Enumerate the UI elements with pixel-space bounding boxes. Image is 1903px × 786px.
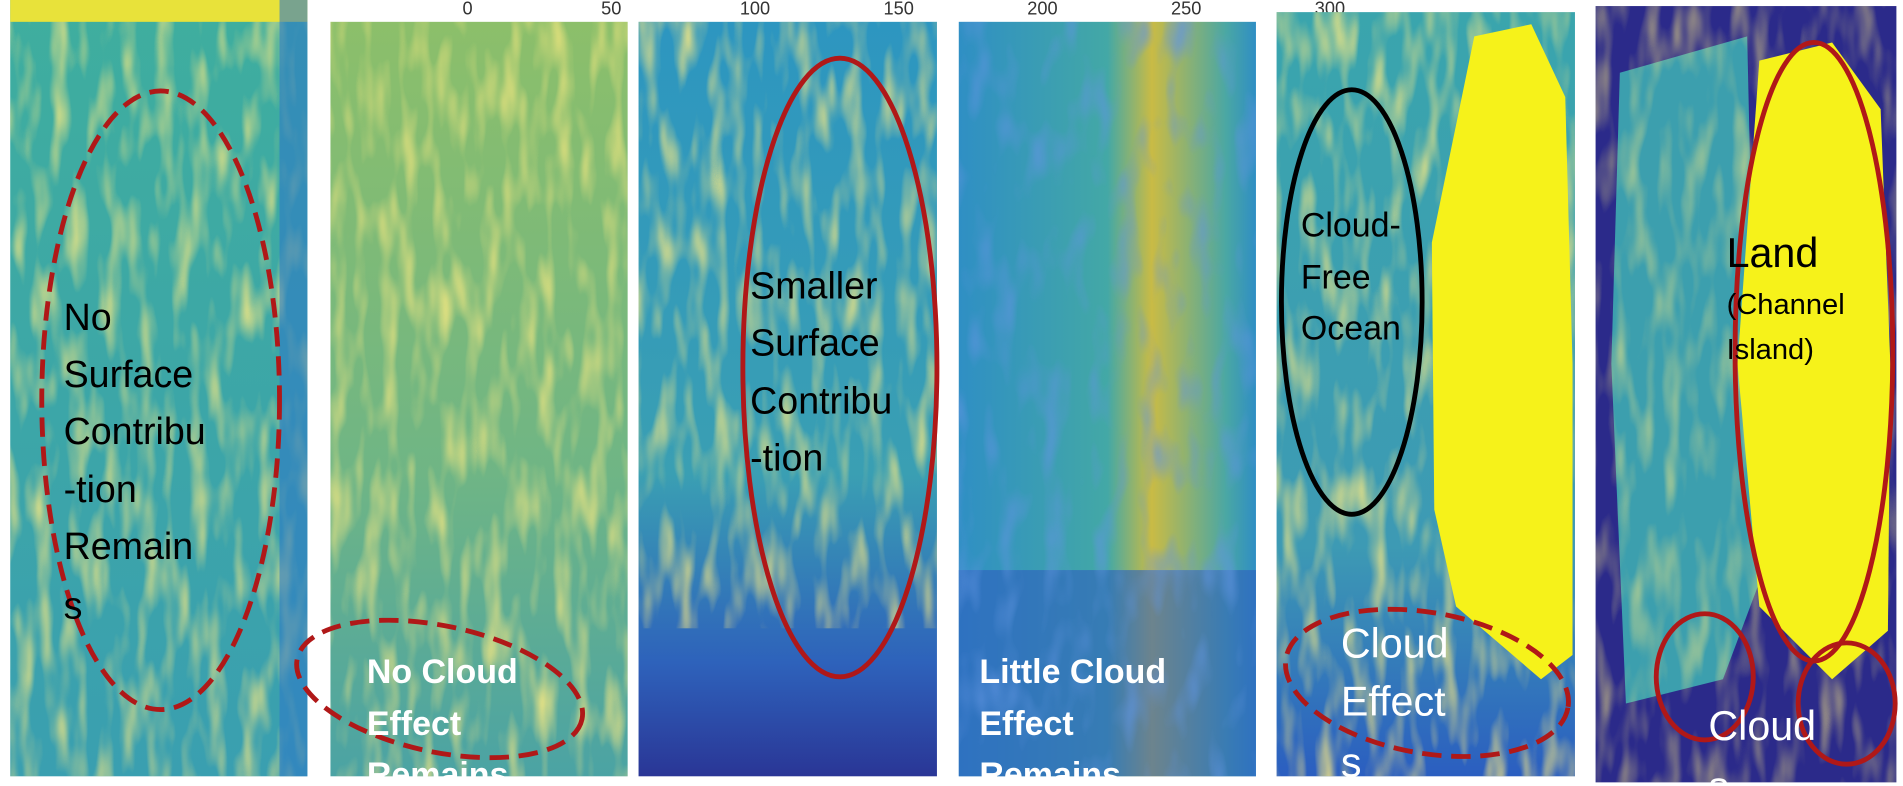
x-tick-label: 50 bbox=[601, 0, 621, 19]
label: -tion bbox=[64, 468, 137, 510]
label: (Channel bbox=[1727, 289, 1845, 321]
label: Remain bbox=[64, 525, 194, 567]
x-tick-label: 0 bbox=[462, 0, 472, 19]
x-tick-label: 200 bbox=[1027, 0, 1057, 19]
annotation-ellipse bbox=[740, 55, 940, 680]
annotation-ellipse bbox=[39, 88, 282, 713]
panel-texture bbox=[958, 21, 1256, 777]
label: Surface bbox=[750, 321, 880, 363]
label: No bbox=[64, 296, 112, 338]
annotation-ellipse bbox=[1653, 611, 1756, 743]
x-tick-label: 100 bbox=[740, 0, 770, 19]
label: Effect bbox=[367, 705, 461, 743]
panel: Little Cloud Effect Remains bbox=[958, 21, 1256, 786]
annotation-ellipse bbox=[294, 617, 586, 761]
label: Free bbox=[1301, 259, 1371, 297]
label: Little Cloud bbox=[979, 653, 1166, 691]
annotation-ellipse bbox=[1279, 87, 1425, 517]
label: s bbox=[1341, 739, 1362, 785]
panel-strip bbox=[10, 0, 308, 22]
annotation-ellipse bbox=[1283, 606, 1571, 759]
label: Remains bbox=[367, 756, 509, 786]
land-region bbox=[1431, 24, 1573, 680]
panel-texture bbox=[638, 21, 937, 629]
label: Surface bbox=[64, 353, 194, 395]
label: Contribu bbox=[750, 380, 892, 422]
land-region bbox=[1737, 42, 1891, 680]
panel-texture bbox=[330, 21, 628, 777]
label: Island) bbox=[1727, 334, 1814, 366]
label: Smaller bbox=[750, 264, 877, 306]
panel: Cloud- Free Ocean Cloud Effect s bbox=[1276, 12, 1575, 785]
label: Cloud bbox=[1341, 620, 1449, 666]
panel: No Surface Contribu -tion Remain s bbox=[10, 0, 308, 777]
label: Ocean bbox=[1301, 310, 1401, 348]
label: Remains bbox=[979, 756, 1121, 786]
label: Cloud- bbox=[1301, 207, 1401, 245]
label: Land bbox=[1727, 230, 1819, 276]
x-tick-label: 250 bbox=[1171, 0, 1201, 19]
label: Contribu bbox=[64, 410, 206, 452]
label: Effect bbox=[1341, 679, 1446, 725]
axis-ticks: 0 50 100 150 200 250 300 bbox=[462, 0, 1345, 19]
x-tick-label: 150 bbox=[884, 0, 914, 19]
panel-texture bbox=[10, 0, 308, 777]
label: s bbox=[64, 585, 83, 627]
panel: Land (Channel Island) Cloud s bbox=[1595, 6, 1898, 786]
panel: Smaller Surface Contribu -tion bbox=[638, 21, 940, 777]
label: No Cloud bbox=[367, 653, 518, 691]
label: Effect bbox=[979, 705, 1073, 743]
label: s bbox=[1708, 764, 1729, 786]
panel-edge bbox=[279, 0, 308, 777]
annotation-ellipse bbox=[1795, 640, 1898, 767]
panel: No Cloud Effect Remains bbox=[294, 21, 628, 786]
label: -tion bbox=[750, 437, 823, 479]
label: Cloud bbox=[1708, 703, 1816, 749]
